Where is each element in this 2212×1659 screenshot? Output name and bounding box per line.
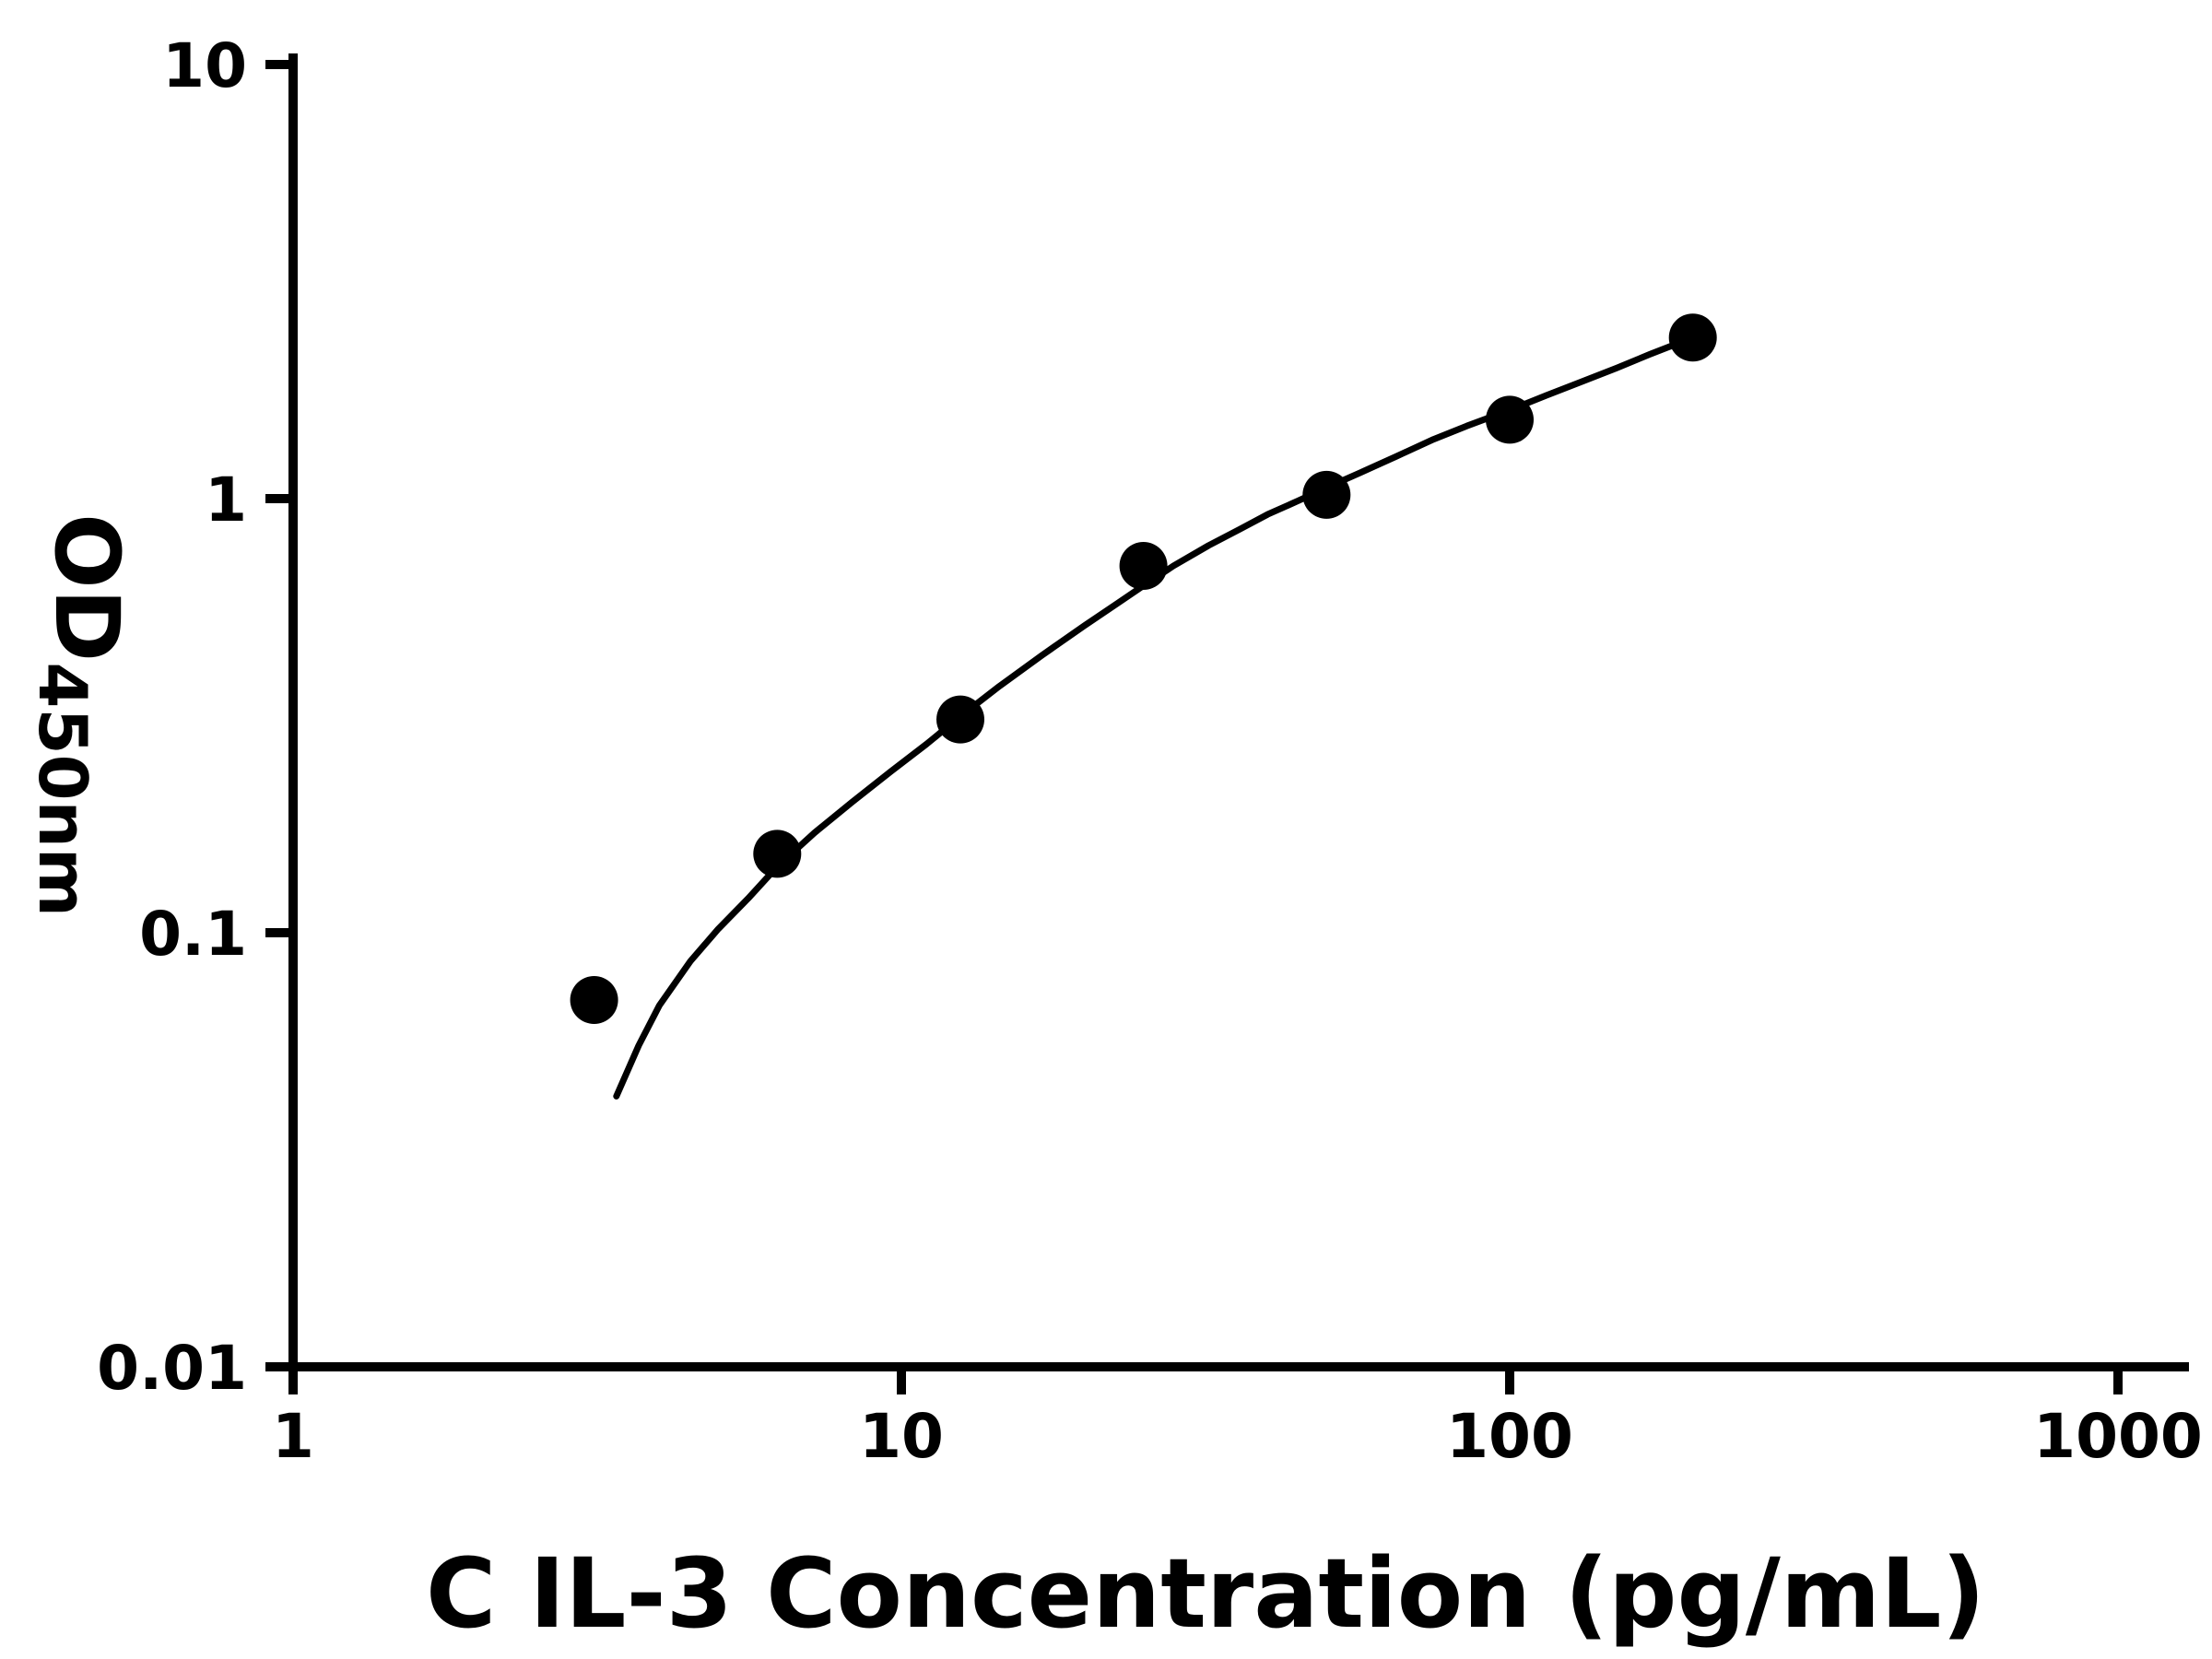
axis-lines (288, 53, 2189, 1371)
y-tick-label: 1 (205, 465, 247, 535)
data-point (1119, 542, 1168, 590)
y-tick-label: 0.01 (97, 1333, 247, 1404)
data-point (1486, 395, 1534, 444)
y-axis-title: OD450nm (24, 513, 138, 917)
data-point (1302, 470, 1351, 519)
x-tick-label: 1 (272, 1401, 314, 1472)
data-point (1668, 313, 1717, 362)
data-point (753, 830, 802, 878)
data-point (570, 976, 618, 1024)
x-axis-title: C IL-3 Concentration (pg/mL) (425, 1537, 1986, 1650)
x-tick-label: 1000 (2033, 1401, 2203, 1472)
data-point (936, 695, 984, 744)
x-tick-label: 10 (859, 1401, 944, 1472)
y-axis-title-main: OD (35, 513, 138, 663)
data-points (570, 313, 1717, 1024)
y-tick-label: 10 (162, 30, 247, 101)
y-tick-label: 0.1 (139, 899, 247, 970)
fit-curve-line (613, 334, 1697, 1100)
x-tick-label: 100 (1446, 1401, 1573, 1472)
y-axis-title-subscript: 450nm (24, 662, 101, 917)
